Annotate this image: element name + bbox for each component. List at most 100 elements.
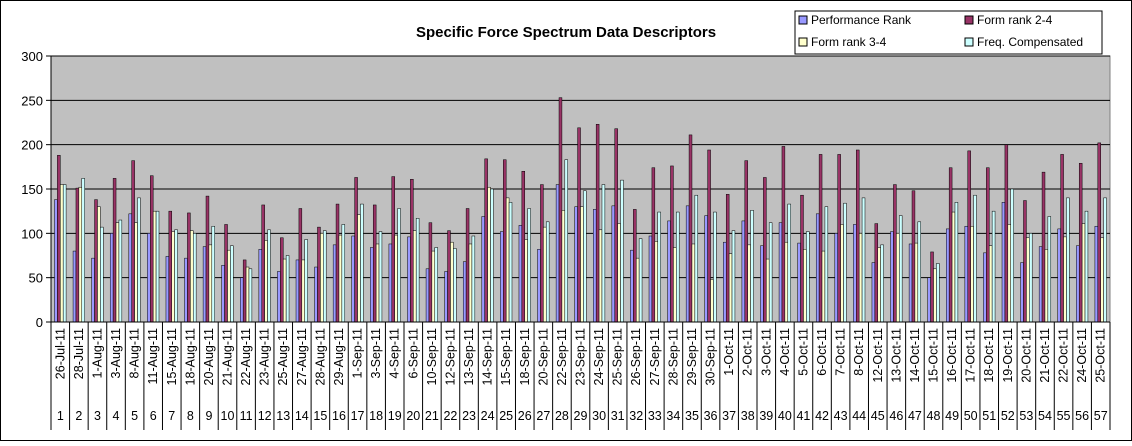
- x-tick-label: 14-Sep-11: [481, 328, 495, 385]
- bar-form-rank-3-4: [78, 186, 83, 323]
- bar-performance-rank: [109, 233, 114, 323]
- bar-form-rank-3-4: [468, 243, 473, 323]
- x-tick-label: 23-Aug-11: [258, 328, 272, 385]
- bar-form-rank-2-4: [781, 146, 786, 323]
- bar-freq-compensated: [397, 208, 401, 323]
- x-tick-label: 15-Oct-11: [927, 328, 941, 383]
- x-index-label: 10: [221, 409, 235, 423]
- x-index-label: 7: [168, 409, 175, 423]
- bar-performance-rank: [351, 235, 355, 323]
- bar-freq-compensated: [192, 233, 197, 323]
- bar-form-rank-2-4: [168, 210, 173, 323]
- bar-form-rank-3-4: [282, 258, 287, 323]
- bar-form-rank-3-4: [152, 210, 157, 323]
- bar-freq-compensated: [62, 184, 67, 323]
- x-tick-label: 27-Aug-11: [295, 328, 309, 385]
- bar-performance-rank: [927, 277, 931, 323]
- legend-label-performance-rank: Performance Rank: [811, 13, 912, 27]
- bar-freq-compensated: [1084, 210, 1089, 323]
- bar-form-rank-2-4: [744, 160, 748, 323]
- bar-performance-rank: [1076, 245, 1080, 323]
- x-tick-label: 23-Sep-11: [574, 328, 588, 385]
- bar-form-rank-2-4: [893, 184, 897, 323]
- bar-form-rank-2-4: [688, 134, 693, 323]
- bar-performance-rank: [667, 220, 671, 323]
- bar-form-rank-3-4: [691, 243, 696, 323]
- bar-performance-rank: [908, 243, 913, 323]
- x-tick-label: 14-Oct-11: [908, 328, 922, 383]
- legend-label-form-rank-2-4: Form rank 2-4: [977, 13, 1053, 27]
- bar-freq-compensated: [471, 235, 476, 323]
- bar-form-rank-2-4: [707, 149, 711, 323]
- bar-freq-compensated: [1103, 197, 1107, 323]
- bar-form-rank-3-4: [1044, 249, 1049, 323]
- x-tick-label: 4-Oct-11: [778, 328, 792, 376]
- bar-form-rank-2-4: [242, 259, 247, 323]
- x-index-label: 43: [834, 409, 848, 423]
- x-index-label: 45: [871, 409, 885, 423]
- x-tick-label: 18-Aug-11: [183, 328, 197, 385]
- bar-form-rank-2-4: [725, 194, 730, 323]
- bar-form-rank-2-4: [57, 155, 61, 323]
- x-tick-label: 18-Sep-11: [518, 328, 532, 385]
- bar-freq-compensated: [508, 202, 513, 323]
- bar-form-rank-3-4: [821, 250, 826, 323]
- bar-performance-rank: [704, 215, 708, 323]
- x-index-label: 4: [113, 409, 120, 423]
- bar-form-rank-2-4: [595, 124, 600, 323]
- bar-performance-rank: [258, 249, 263, 323]
- x-tick-label: 1-Oct-11: [722, 328, 736, 376]
- x-index-label: 46: [889, 409, 903, 423]
- bar-performance-rank: [1001, 202, 1006, 323]
- bar-form-rank-2-4: [112, 178, 117, 323]
- bar-form-rank-3-4: [357, 214, 361, 323]
- x-index-label: 57: [1094, 409, 1108, 423]
- bar-form-rank-2-4: [558, 97, 563, 323]
- bar-freq-compensated: [861, 197, 866, 323]
- bar-form-rank-3-4: [1081, 223, 1086, 323]
- bar-form-rank-2-4: [911, 190, 916, 323]
- bar-freq-compensated: [155, 210, 160, 323]
- bar-performance-rank: [648, 235, 653, 323]
- x-tick-label: 30-Sep-11: [704, 328, 718, 385]
- x-tick-label: 2-Oct-11: [741, 328, 755, 376]
- bar-freq-compensated: [378, 231, 383, 323]
- bar-form-rank-3-4: [747, 244, 751, 323]
- bar-form-rank-2-4: [372, 204, 377, 323]
- bar-freq-compensated: [248, 268, 253, 323]
- bar-form-rank-2-4: [335, 203, 340, 323]
- bar-form-rank-2-4: [577, 127, 581, 323]
- bar-performance-rank: [574, 206, 578, 323]
- bar-form-rank-3-4: [60, 184, 64, 323]
- bar-performance-rank: [72, 250, 77, 323]
- bar-form-rank-3-4: [896, 233, 900, 323]
- bar-form-rank-2-4: [261, 204, 265, 323]
- x-index-label: 23: [462, 409, 476, 423]
- bar-form-rank-3-4: [635, 257, 640, 323]
- bar-form-rank-2-4: [763, 177, 767, 323]
- bar-form-rank-3-4: [728, 253, 733, 323]
- x-tick-label: 21-Oct-11: [1038, 328, 1052, 383]
- bar-performance-rank: [946, 228, 950, 323]
- bar-form-rank-2-4: [1078, 163, 1083, 323]
- y-axis-ticks: 0 50 100 150 200 250 300: [21, 49, 51, 330]
- bar-freq-compensated: [731, 230, 736, 323]
- legend-swatch-form-rank-2-4: [964, 15, 974, 25]
- x-index-label: 53: [1019, 409, 1033, 423]
- x-tick-label: 13-Oct-11: [889, 328, 903, 383]
- bar-freq-compensated: [1010, 188, 1014, 323]
- chart-title: Specific Force Spectrum Data Descriptors: [416, 24, 716, 41]
- bar-freq-compensated: [1029, 233, 1033, 323]
- x-index-label: 13: [276, 409, 290, 423]
- bar-freq-compensated: [415, 218, 420, 323]
- bar-freq-compensated: [954, 202, 959, 323]
- bar-form-rank-3-4: [988, 245, 993, 323]
- x-tick-label: 1-Aug-11: [90, 328, 104, 379]
- legend-label-freq-compensated: Freq. Compensated: [977, 35, 1083, 49]
- x-tick-label: 22-Sep-11: [555, 328, 569, 385]
- bar-form-rank-3-4: [580, 206, 584, 323]
- bar-freq-compensated: [750, 210, 754, 323]
- x-index-label: 25: [499, 409, 513, 423]
- x-tick-label: 12-Sep-11: [443, 328, 457, 385]
